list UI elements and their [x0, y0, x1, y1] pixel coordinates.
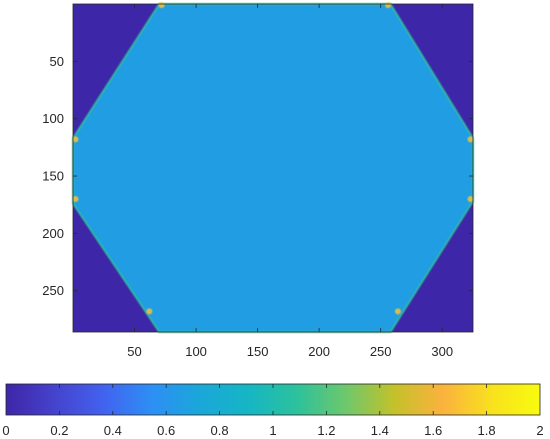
colorbar-tick-label: 0.2	[50, 423, 68, 438]
colorbar-tick-label: 0.4	[104, 423, 122, 438]
colorbar-bar	[5, 383, 541, 416]
x-axis: 50 100 150 200 250 300	[127, 4, 453, 359]
y-tick-label: 250	[42, 283, 64, 298]
colorbar-tick-label: 1.2	[317, 423, 335, 438]
y-axis: 50 100 150 200 250	[42, 54, 473, 298]
y-tick-label: 100	[42, 111, 64, 126]
x-tick-label: 200	[308, 344, 330, 359]
x-tick-label: 250	[370, 344, 392, 359]
y-tick-label: 200	[42, 226, 64, 241]
x-tick-label: 100	[185, 344, 207, 359]
colorbar-ticks: 0 0.2 0.4 0.6 0.8 1 1.2 1.4 1.6 1.8 2	[2, 384, 544, 438]
colorbar-tick-label: 1.8	[478, 423, 496, 438]
colorbar-tick-label: 1.6	[424, 423, 442, 438]
colorbar-tick-label: 2	[536, 423, 543, 438]
colorbar-tick-label: 0.6	[157, 423, 175, 438]
y-tick-label: 50	[50, 54, 64, 69]
colorbar: 0 0.2 0.4 0.6 0.8 1 1.2 1.4 1.6 1.8 2	[2, 383, 544, 438]
colorbar-tick-label: 1	[269, 423, 276, 438]
heatmap-hexagon-region	[73, 4, 473, 332]
heatmap-hotspot-7	[72, 136, 79, 143]
heatmap-hotspot-5	[467, 136, 474, 143]
heatmap-hotspot-2	[385, 2, 392, 9]
heatmap-hotspot-1	[158, 2, 165, 9]
heatmap-hotspot-6	[467, 195, 474, 202]
colorbar-tick-label: 0.8	[211, 423, 229, 438]
y-tick-label: 150	[42, 169, 64, 184]
colorbar-tick-label: 1.4	[371, 423, 389, 438]
x-tick-label: 150	[247, 344, 269, 359]
heatmap-axes-box	[72, 3, 474, 333]
heatmap-axes: 50 100 150 200 250 300 50 100 150 200 250	[42, 2, 475, 359]
colorbar-tick-label: 0	[2, 423, 9, 438]
heatmap-hotspot-4	[394, 308, 401, 315]
x-tick-label: 50	[127, 344, 141, 359]
heatmap-hotspot-8	[72, 195, 79, 202]
x-tick-label: 300	[431, 344, 453, 359]
heatmap-hotspot-3	[146, 308, 153, 315]
heatmap-image	[71, 2, 475, 334]
